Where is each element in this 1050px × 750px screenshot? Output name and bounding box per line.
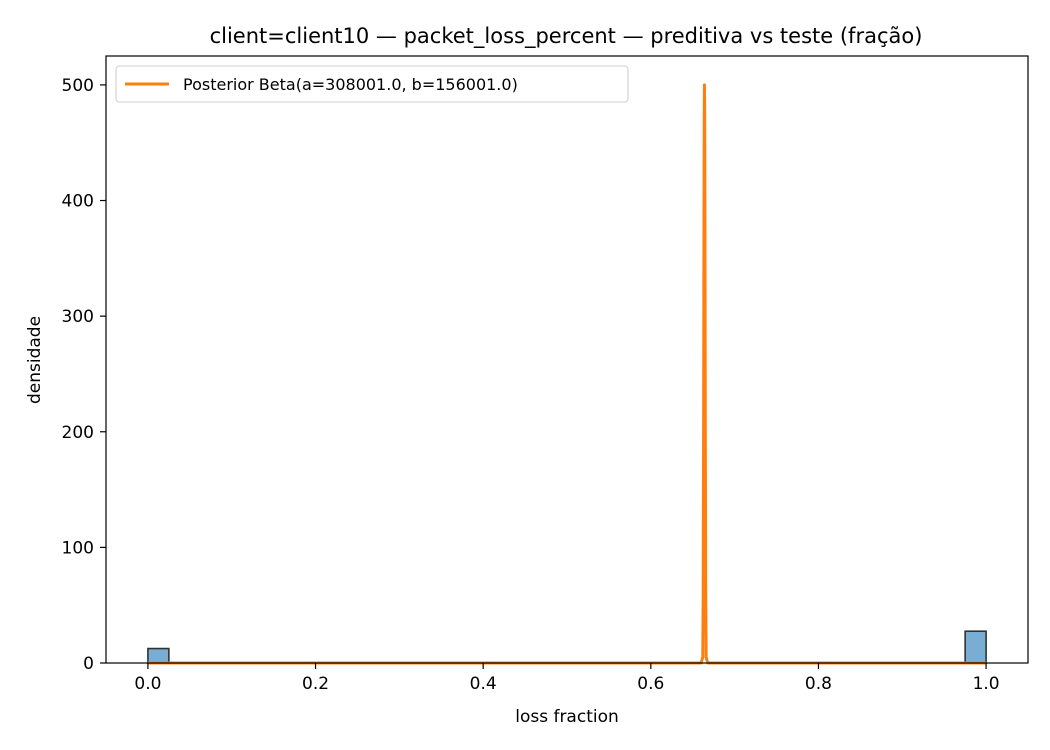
histogram-bar-1 [964,630,987,664]
series-lines [147,83,987,665]
x-tick-label-5: 1.0 [973,674,1000,694]
histogram-bar-0 [147,647,170,664]
y-tick-label-5: 500 [62,76,94,96]
series-line-0 [147,83,987,665]
legend-box [115,65,629,103]
y-axis-label: densidade [25,316,45,404]
y-tick-label-0: 0 [83,654,94,674]
x-tick-label-2: 0.4 [470,674,497,694]
plot-frame [105,55,1029,664]
y-tick-label-4: 400 [62,192,94,212]
x-tick-label-4: 0.8 [805,674,832,694]
x-axis: 0.0 0.2 0.4 0.6 0.8 1.0 [134,663,1000,694]
chart-title: client=client10 — packet_loss_percent — … [210,24,923,49]
legend-label-posterior: Posterior Beta(a=308001.0, b=156001.0) [183,75,518,94]
legend: Posterior Beta(a=308001.0, b=156001.0) [115,65,629,103]
y-axis: 0 100 200 300 400 500 [62,76,106,674]
histogram-bars [147,630,987,664]
y-tick-label-1: 100 [62,538,94,558]
y-tick-label-2: 200 [62,423,94,443]
x-tick-label-3: 0.6 [637,674,664,694]
x-tick-label-1: 0.2 [302,674,329,694]
x-axis-label: loss fraction [515,707,619,727]
x-tick-label-0: 0.0 [134,674,161,694]
y-tick-label-3: 300 [62,307,94,327]
